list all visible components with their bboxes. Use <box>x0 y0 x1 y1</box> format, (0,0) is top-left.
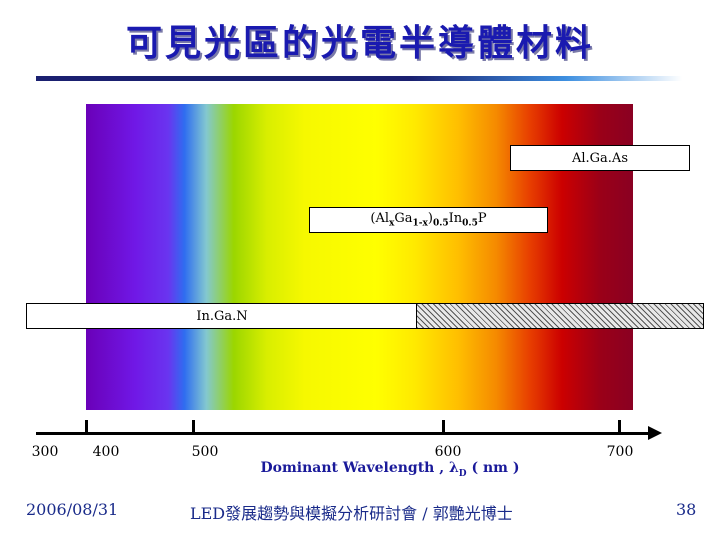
axis-tick-label: 600 <box>434 444 462 460</box>
axis-tick-label: 300 <box>31 444 59 460</box>
axis-tick <box>618 420 621 434</box>
footer-date: 2006/08/31 <box>26 500 119 519</box>
material-bar-ingan-extension <box>416 303 704 329</box>
axis-tick <box>442 420 445 434</box>
axis-tick-label: 700 <box>606 444 634 460</box>
material-label-ingan: In.Ga.N <box>196 308 248 324</box>
axis-tick-label: 500 <box>191 444 219 460</box>
material-bar-algaas: Al.Ga.As <box>510 145 690 171</box>
title-underline <box>36 76 682 81</box>
material-label-algaas: Al.Ga.As <box>571 150 628 166</box>
page-number: 38 <box>676 500 697 519</box>
axis-tick <box>192 420 195 434</box>
footer-event: LED發展趨勢與模擬分析研討會 / 郭艷光博士 <box>190 504 513 523</box>
axis-tick-label: 400 <box>92 444 120 460</box>
slide-title: 可見光區的光電半導體材料 <box>125 23 594 64</box>
wavelength-axis <box>36 432 650 435</box>
axis-tick <box>85 420 88 434</box>
material-label-algainp: (AlxGa1-x)0.5In0.5P <box>370 211 487 229</box>
axis-arrow-icon <box>648 426 662 440</box>
axis-title: Dominant Wavelength , λD ( nm ) <box>260 460 520 479</box>
material-bar-ingan: In.Ga.N <box>26 303 418 329</box>
material-bar-algainp: (AlxGa1-x)0.5In0.5P <box>309 207 548 233</box>
